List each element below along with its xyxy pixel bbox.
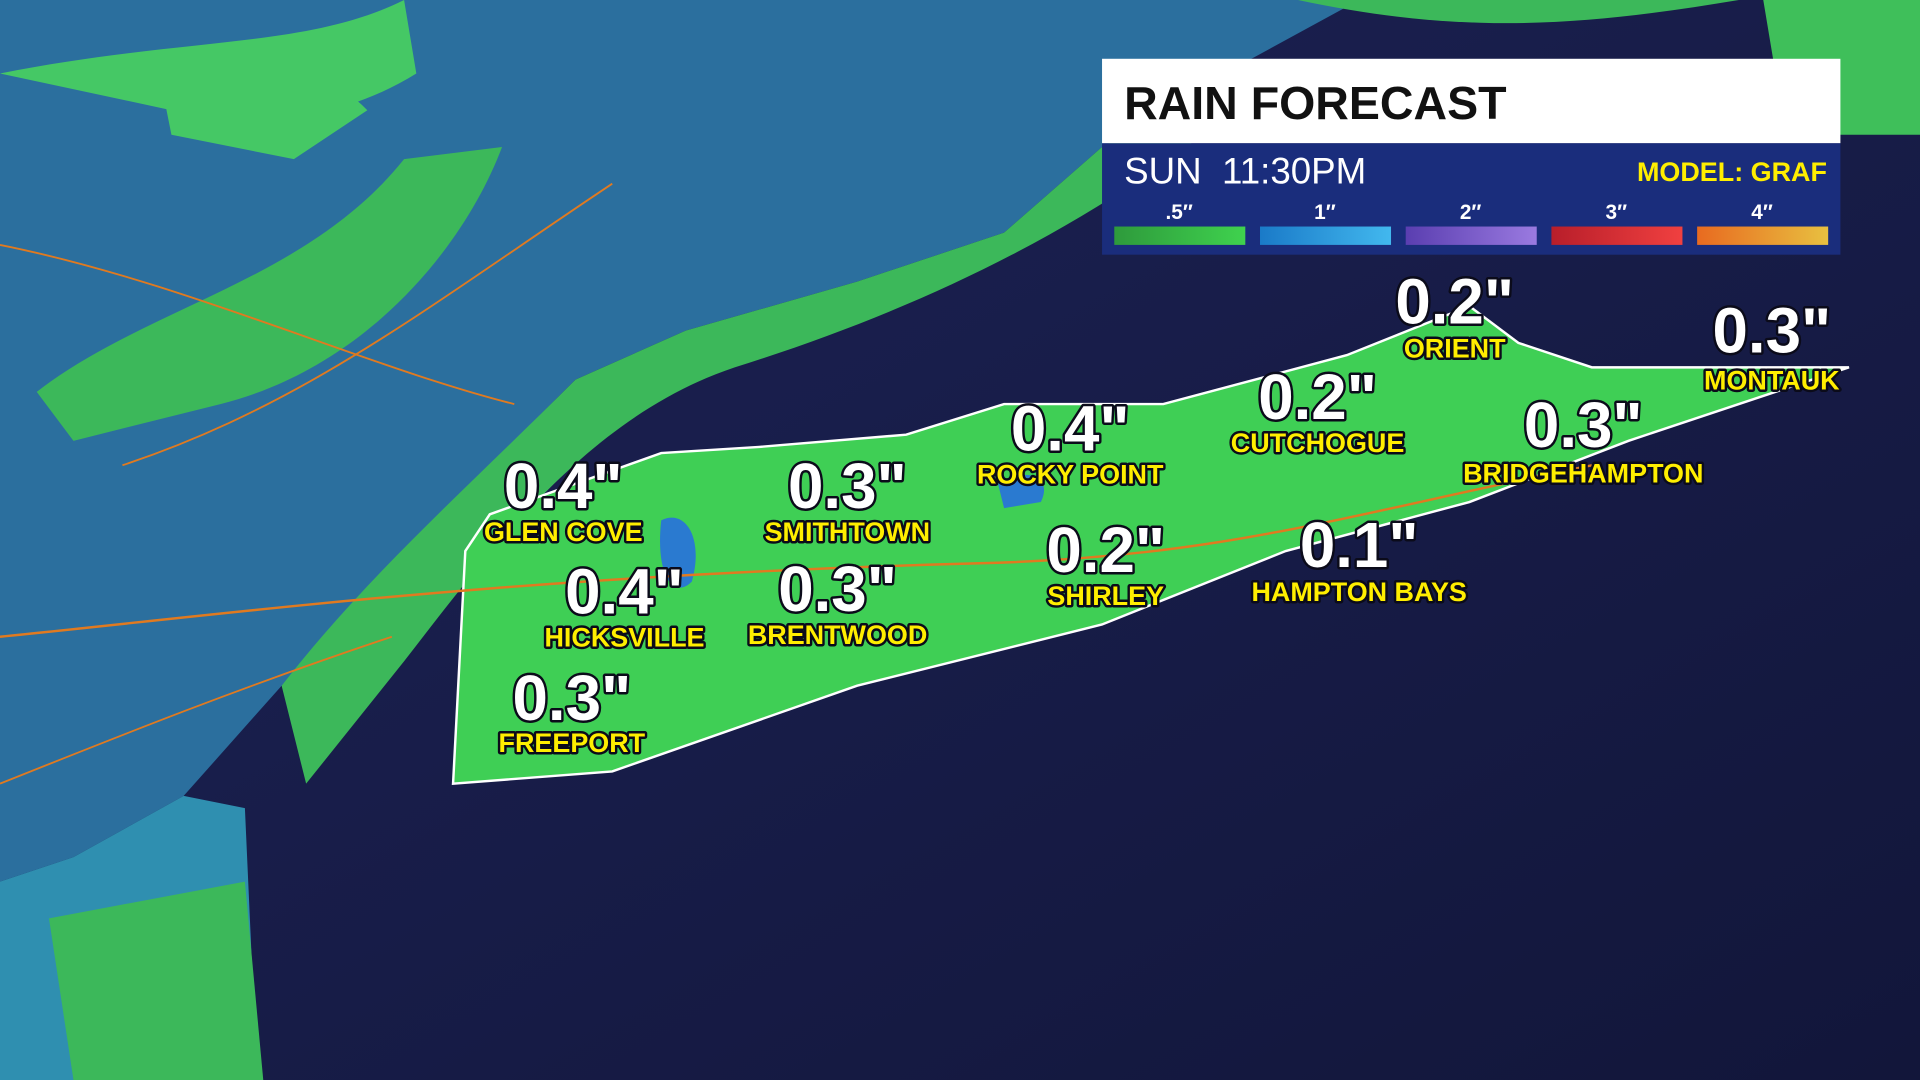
location-name: HAMPTON BAYS [1251, 577, 1466, 607]
rain-band [48, 881, 264, 1080]
legend-swatch [1114, 226, 1246, 245]
rain-amount: 0.3" [1713, 296, 1832, 367]
rain-band [36, 73, 1249, 784]
rain-band [0, 0, 417, 160]
legend-label: 4″ [1751, 201, 1773, 224]
location-name: BRIDGEHAMPTON [1463, 458, 1703, 488]
location-name: HICKSVILLE [544, 623, 704, 653]
legend-swatch [1697, 226, 1829, 245]
panel-title-bar [1102, 58, 1841, 144]
location-labels: 0.4"GLEN COVE0.4"HICKSVILLE0.3"FREEPORT0… [482, 264, 1843, 760]
legend-label: 3″ [1606, 201, 1628, 224]
location-name: ORIENT [1404, 334, 1506, 364]
panel-title: RAIN FORECAST [1124, 77, 1506, 129]
rain-amount: 0.3" [778, 554, 897, 625]
rain-amount: 0.1" [1300, 510, 1419, 581]
location-name: MONTAUK [1704, 365, 1840, 395]
legend-swatch [1551, 226, 1683, 245]
highway [0, 464, 1593, 638]
location-name: SHIRLEY [1047, 581, 1164, 611]
legend-label: .5″ [1166, 201, 1193, 224]
location-name: ROCKY POINT [977, 460, 1164, 490]
forecast-time: SUN 11:30PM [1124, 151, 1366, 192]
rain-band [1297, 0, 1739, 24]
legend-label: 1″ [1314, 201, 1336, 224]
rain-amount: 0.4" [504, 451, 623, 522]
rain-amount: 0.4" [565, 556, 684, 627]
location-name: GLEN COVE [484, 517, 643, 547]
rain-amount: 0.2" [1046, 515, 1165, 586]
location-name: SMITHTOWN [765, 517, 931, 547]
legend-swatch [1405, 226, 1537, 245]
rain-amount: 0.4" [1011, 394, 1130, 465]
rain-amount: 0.3" [1524, 390, 1643, 461]
heavier-rain [660, 474, 1045, 588]
mainland [0, 0, 1360, 882]
legend: .5″ 1″ 2″ 3″ 4″ [1114, 201, 1829, 245]
location-name: FREEPORT [499, 728, 646, 758]
rain-amount: 0.2" [1258, 362, 1377, 433]
rain-amount: 0.3" [513, 663, 632, 734]
rain-amount: 0.3" [788, 451, 907, 522]
highway [0, 182, 613, 785]
model-name: MODEL: GRAF [1637, 157, 1827, 187]
long-island [451, 304, 1850, 786]
location-name: CUTCHOGUE [1231, 428, 1405, 458]
location-name: BRENTWOOD [748, 620, 927, 650]
legend-swatch [1260, 226, 1392, 245]
cape-land [1763, 0, 1920, 135]
rain-amount: 0.2" [1395, 266, 1514, 337]
legend-label: 2″ [1460, 201, 1482, 224]
